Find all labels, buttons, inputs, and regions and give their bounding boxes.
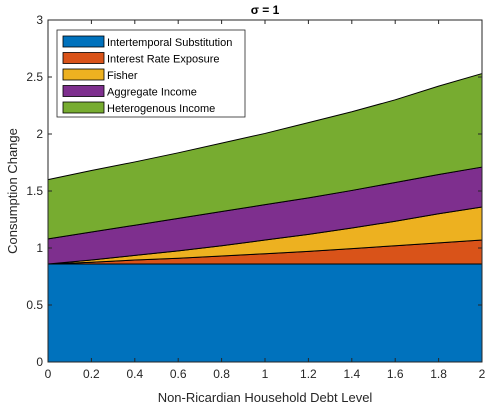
legend: Intertemporal Substitution Interest Rate … [56, 29, 246, 118]
legend-label-interest-rate-exposure: Interest Rate Exposure [107, 54, 220, 66]
x-tick-label: 1.8 [430, 367, 447, 381]
y-tick-label: 1 [36, 241, 43, 255]
x-tick-label: 0.4 [126, 367, 143, 381]
x-tick-label: 0 [45, 367, 52, 381]
chart-title: σ = 1 [251, 3, 280, 17]
legend-label-aggregate-income: Aggregate Income [107, 87, 197, 99]
area-intertemporal-substitution [47, 263, 483, 363]
x-tick-label: 0.6 [170, 367, 187, 381]
x-tick-label: 1 [262, 367, 269, 381]
y-axis-label: Consumption Change [5, 128, 20, 254]
legend-label-intertemporal-substitution: Intertemporal Substitution [107, 37, 232, 49]
x-axis-ticks: 0 0.2 0.4 0.6 0.8 1 1.2 1.4 1.6 1.8 2 [45, 20, 486, 381]
legend-swatch-heterogenous-income [62, 101, 105, 114]
x-tick-label: 0.2 [83, 367, 100, 381]
legend-label-heterogenous-income: Heterogenous Income [107, 103, 215, 115]
legend-swatch-aggregate-income [62, 85, 105, 97]
x-tick-label: 1.6 [387, 367, 404, 381]
x-axis-label: Non-Ricardian Household Debt Level [158, 390, 373, 405]
x-tick-label: 1.4 [343, 367, 360, 381]
area-layers [47, 73, 483, 363]
y-tick-label: 0 [36, 355, 43, 369]
x-tick-label: 2 [479, 367, 486, 381]
y-tick-label: 2 [36, 127, 43, 141]
y-tick-label: 3 [36, 13, 43, 27]
x-tick-label: 1.2 [300, 367, 317, 381]
y-tick-label: 1.5 [26, 184, 43, 198]
y-axis-ticks: 0 0.5 1 1.5 2 2.5 3 [26, 13, 482, 369]
y-tick-label: 0.5 [26, 298, 43, 312]
legend-label-fisher: Fisher [107, 70, 138, 82]
legend-swatch-interest-rate-exposure [62, 52, 105, 64]
x-tick-label: 0.8 [213, 367, 230, 381]
legend-swatch-fisher [62, 68, 105, 81]
legend-swatch-intertemporal-substitution [62, 35, 105, 48]
y-tick-label: 2.5 [26, 70, 43, 84]
